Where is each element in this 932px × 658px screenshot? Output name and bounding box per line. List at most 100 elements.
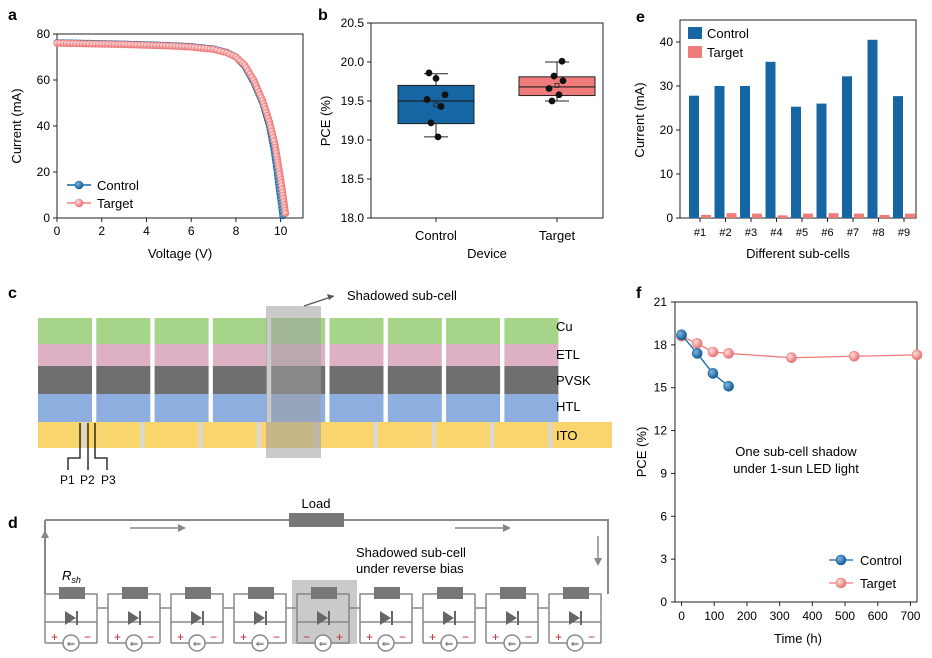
bar-legend-swatch-control: [688, 27, 702, 39]
layer-htl-segment: [504, 394, 559, 422]
annotation-line: under 1-sun LED light: [733, 461, 859, 476]
iv-line-target: [56, 42, 287, 214]
shunt-resistor: [122, 587, 148, 599]
layer-pvsk-segment: [387, 366, 442, 394]
stability-point-target: [707, 346, 719, 358]
bar-category-label: #3: [745, 227, 757, 239]
layer-etl-segment: [212, 344, 267, 366]
current-source-arrow: ⇐: [445, 639, 453, 650]
bar-target: [828, 213, 839, 218]
bar-target: [854, 213, 864, 218]
stability-point-target: [691, 338, 703, 349]
layer-htl-segment: [154, 394, 209, 422]
rsh-label: Rsh: [62, 568, 81, 585]
stability-xlabel: Time (h): [774, 631, 822, 646]
shadow-pointer-arrowhead: [327, 294, 334, 300]
stability-ytick-label: 3: [660, 552, 667, 566]
box-ytick-label: 19.5: [341, 94, 365, 108]
shunt-resistor: [185, 587, 211, 599]
ito-layer: [38, 422, 612, 448]
polarity-right: −: [525, 630, 532, 644]
shadowed-bias-label-2: under reverse bias: [356, 561, 464, 576]
layer-label-htl: HTL: [556, 399, 581, 414]
iv-point-target: [281, 209, 290, 217]
bar-target: [879, 214, 890, 218]
panel-letter-a: a: [8, 7, 17, 24]
layer-htl-segment: [329, 394, 384, 422]
bar-category-label: #8: [872, 227, 884, 239]
stability-ytick-label: 18: [654, 338, 668, 352]
bar-control: [816, 103, 827, 218]
bar-ytick-label: 10: [660, 167, 674, 181]
ito-scribe-gap: [490, 422, 495, 448]
polarity-right: −: [588, 630, 595, 644]
stability-point-control: [723, 380, 734, 392]
layer-etl-segment: [96, 344, 151, 366]
current-source-arrow: ⇐: [508, 639, 516, 650]
iv-ytick-label: 80: [37, 27, 51, 41]
stability-legend-label-target: Target: [860, 576, 897, 591]
bar-target: [701, 214, 711, 218]
diode-symbol: [65, 611, 76, 625]
device-stack-schematic: Shadowed sub-cell Cu ETL PVSK HTL ITO P1…: [38, 288, 612, 487]
stability-point-control: [707, 368, 719, 379]
box-data-point: [437, 103, 445, 110]
shadow-label: Shadowed sub-cell: [347, 288, 457, 303]
layer-cu-segment: [38, 318, 92, 344]
layer-pvsk-segment: [154, 366, 209, 394]
bar-control: [867, 39, 878, 218]
bar-category-label: #5: [796, 227, 808, 239]
layer-label-pvsk: PVSK: [556, 373, 591, 388]
iv-legend-marker-control: [74, 180, 84, 190]
polarity-left: +: [366, 630, 373, 644]
bar-control: [893, 96, 903, 218]
bar-category-label: #7: [847, 227, 859, 239]
scribe-label-p3: P3: [101, 473, 116, 487]
polarity-right: −: [399, 630, 406, 644]
layer-etl-segment: [38, 344, 92, 366]
pce-boxplot: 18.0 18.5 19.0 19.5 20.0 20.5 Control Target De…: [318, 16, 604, 261]
load-label: Load: [302, 496, 331, 511]
box-data-point: [559, 77, 567, 85]
stability-ytick-label: 15: [654, 381, 668, 395]
bar-xlabel: Different sub-cells: [746, 246, 850, 261]
box-ytick-label: 20.5: [341, 16, 365, 30]
box-plot-frame: [370, 22, 604, 219]
polarity-left: −: [303, 630, 310, 644]
scribe-label-p1: P1: [60, 473, 75, 487]
stability-ylabel: PCE (%): [634, 427, 649, 478]
box-data-point: [548, 97, 556, 105]
layer-etl-segment: [446, 344, 501, 366]
stability-xtick-label: 600: [868, 609, 888, 623]
current-source-arrow: ⇐: [67, 639, 75, 650]
panel-letter-f: f: [636, 285, 642, 302]
box-control: [397, 84, 475, 125]
stability-point-control: [691, 348, 703, 359]
layer-cu-segment: [212, 318, 267, 344]
stability-ytick-label: 21: [654, 295, 668, 309]
bar-target: [803, 213, 813, 218]
flow-arrowhead-down: [594, 558, 602, 566]
layer-cu-segment: [446, 318, 501, 344]
iv-curve-chart: 0 2 4 6 8 10 0 20 40 60 80 Voltage (V) Current (mA…: [9, 27, 304, 261]
stability-point-target: [786, 352, 797, 364]
bar-target: [726, 213, 737, 218]
series-circuit-diagram: Load ⇐+ −⇐+ −⇐+ −⇐+ −⇐− +⇐+ −⇐+ −⇐+ −⇐+ − Rsh Sha…: [41, 496, 609, 652]
polarity-left: +: [429, 630, 436, 644]
iv-ytick-label: 20: [37, 165, 51, 179]
layer-pvsk-segment: [329, 366, 384, 394]
ito-scribe-gap: [431, 422, 436, 448]
layer-pvsk-segment: [96, 366, 151, 394]
stability-legend-marker-target: [835, 577, 847, 589]
panel-letter-b: b: [318, 7, 328, 24]
bar-ylabel: Current (mA): [632, 82, 647, 157]
bar-ytick-label: 40: [660, 35, 674, 49]
polarity-left: +: [240, 630, 247, 644]
bar-ytick-label: 20: [660, 123, 674, 137]
ito-scribe-gap: [82, 422, 86, 448]
current-source-arrow: ⇐: [256, 639, 264, 650]
bar-target: [752, 213, 762, 218]
layer-label-cu: Cu: [556, 319, 573, 334]
bar-category-label: #1: [694, 227, 706, 239]
layer-etl-segment: [504, 344, 559, 366]
